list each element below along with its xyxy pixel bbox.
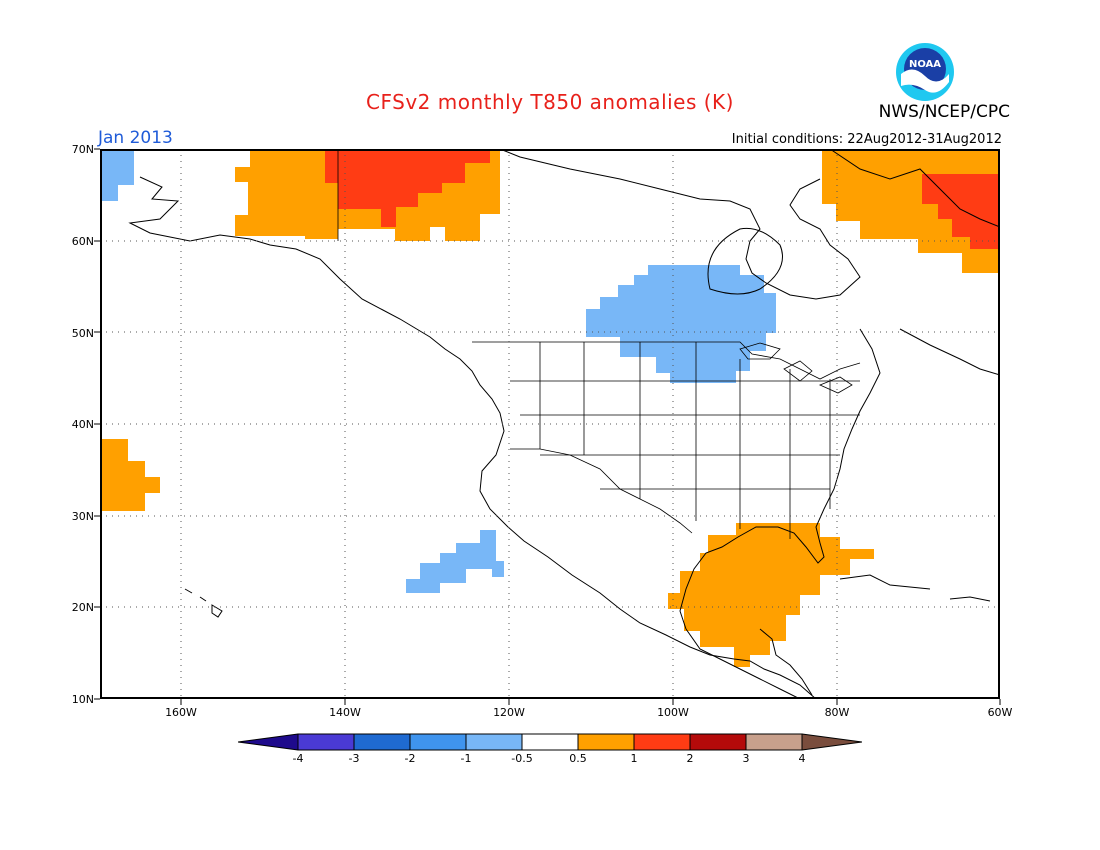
lon-label-120w: 120W [493,706,525,719]
colorbar-label: -2 [404,752,416,765]
great-lakes [739,342,853,394]
colorbar-bin-9 [746,734,802,750]
graticule [100,149,1000,699]
forecast-month: Jan 2013 [98,128,173,148]
map-frame [100,149,1000,699]
colorbar-bin-2 [354,734,410,750]
lon-label-140w: 140W [329,706,361,719]
lat-label-70n: 70N [71,143,94,156]
colorbar-label: 0.5 [569,752,587,765]
lat-label-30n: 30N [71,510,94,523]
initial-conditions: Initial conditions: 22Aug2012-31Aug2012 [731,132,1002,147]
colorbar-label: 4 [798,752,806,765]
colorbar-label: -3 [348,752,360,765]
anomaly-pacific-blue [406,530,504,593]
anomaly-pacific-orange [100,439,160,511]
colorbar-arrow-left [238,734,298,750]
svg-text:NOAA: NOAA [909,59,941,70]
colorbar-bin-6 [578,734,634,750]
colorbar-label: 3 [742,752,750,765]
lat-label-10n: 10N [71,693,94,706]
anomaly-map [100,149,1000,699]
anomaly-labrador-sea [922,174,1000,249]
lon-label-160w: 160W [165,706,197,719]
lat-label-20n: 20N [71,601,94,614]
colorbar-bin-3 [410,734,466,750]
colorbar-label: 1 [630,752,638,765]
lat-label-50n: 50N [71,327,94,340]
org-label: NWS/NCEP/CPC [878,102,1010,122]
lon-label-60w: 60W [987,706,1013,719]
lat-label-60n: 60N [71,235,94,248]
anomaly-north-slope [325,149,490,227]
colorbar-label: -1 [460,752,472,765]
political-boundaries [337,149,861,539]
colorbar-bin-1 [298,734,354,750]
map-title: CFSv2 monthly T850 anomalies (K) [366,90,734,114]
colorbar-label: -0.5 [511,752,533,765]
colorbar-label: 2 [686,752,694,765]
colorbar-bin-7 [634,734,690,750]
anomaly-central-canada [586,265,776,383]
lon-label-100w: 100W [657,706,689,719]
colorbar [238,733,862,751]
lon-label-80w: 80W [824,706,850,719]
colorbar-bin-8 [690,734,746,750]
axis-ticks [94,148,1001,705]
colorbar-label: -4 [292,752,304,765]
anomaly-bering-blue [100,149,134,201]
colorbar-bin-4 [466,734,522,750]
lat-label-40n: 40N [71,418,94,431]
coastlines [128,149,1000,699]
colorbar-arrow-right [802,734,862,750]
anomaly-shading [100,149,1000,667]
colorbar-bin-5 [522,734,578,750]
noaa-logo: NOAA [895,42,955,102]
